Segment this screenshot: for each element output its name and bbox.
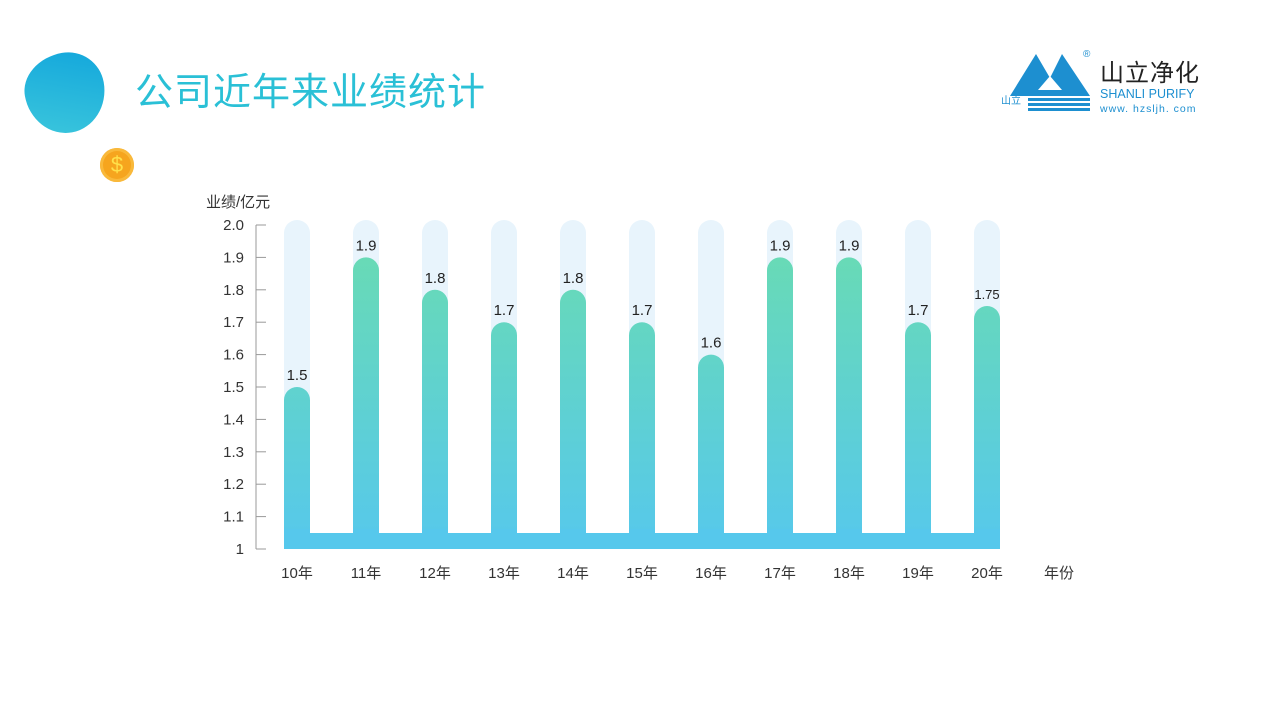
bar-base <box>353 529 379 549</box>
y-tick-label: 2.0 <box>223 217 244 234</box>
data-label: 1.9 <box>839 237 860 254</box>
data-label: 1.7 <box>494 302 515 319</box>
bar <box>905 322 931 549</box>
logo-mountain-icon <box>1010 54 1090 111</box>
bar-base <box>974 529 1000 549</box>
x-tick-label: 15年 <box>626 565 658 582</box>
y-tick-label: 1.3 <box>223 444 244 461</box>
bar-base <box>836 529 862 549</box>
bar-base <box>767 529 793 549</box>
data-label: 1.9 <box>770 237 791 254</box>
bar-base <box>698 529 724 549</box>
y-tick-label: 1.1 <box>223 509 244 526</box>
logo-url: www. hzsljh. com <box>1100 103 1197 115</box>
x-axis-label: 年份 <box>1044 565 1074 582</box>
y-tick-label: 1 <box>236 541 244 558</box>
bar <box>836 257 862 549</box>
bar <box>491 322 517 549</box>
x-tick-label: 12年 <box>419 565 451 582</box>
data-label: 1.8 <box>425 270 446 287</box>
data-label: 1.9 <box>356 237 377 254</box>
logo-cn: 山立净化 <box>1100 59 1200 87</box>
data-label: 1.8 <box>563 270 584 287</box>
y-tick-label: 1.7 <box>223 314 244 331</box>
logo-small-text: 山立 <box>1001 96 1021 107</box>
data-label: 1.6 <box>701 335 722 352</box>
data-label: 1.75 <box>974 287 999 302</box>
x-tick-label: 10年 <box>281 565 313 582</box>
x-tick-label: 20年 <box>971 565 1003 582</box>
bar <box>353 257 379 549</box>
bar <box>974 306 1000 549</box>
bar-base <box>629 529 655 549</box>
company-logo: ® 山立 山立净化 SHANLI PURIFY www. hzsljh. com <box>998 48 1218 120</box>
x-tick-label: 13年 <box>488 565 520 582</box>
page-title: 公司近年来业绩统计 <box>135 70 487 114</box>
bar <box>629 322 655 549</box>
x-tick-label: 18年 <box>833 565 865 582</box>
data-label: 1.7 <box>908 302 929 319</box>
x-tick-label: 19年 <box>902 565 934 582</box>
data-label: 1.7 <box>632 302 653 319</box>
x-tick-label: 11年 <box>351 565 382 582</box>
logo-en: SHANLI PURIFY <box>1100 87 1195 101</box>
x-tick-label: 16年 <box>695 565 727 582</box>
bar <box>422 289 448 549</box>
bar-base <box>491 529 517 549</box>
bar <box>767 257 793 549</box>
bar <box>284 387 310 549</box>
y-tick-label: 1.8 <box>223 282 244 299</box>
y-tick-label: 1.4 <box>223 411 244 428</box>
y-tick-label: 1.2 <box>223 476 244 493</box>
y-tick-label: 1.9 <box>223 249 244 266</box>
bar <box>560 289 586 549</box>
bar-base <box>284 529 310 549</box>
data-label: 1.5 <box>287 367 308 384</box>
logo-registered: ® <box>1083 49 1091 60</box>
bar-base <box>560 529 586 549</box>
y-tick-label: 1.5 <box>223 379 244 396</box>
dollar-coin-icon: $ <box>100 148 134 182</box>
y-tick-label: 1.6 <box>223 347 244 364</box>
bar-base <box>422 529 448 549</box>
bar-base <box>905 529 931 549</box>
bar <box>698 354 724 549</box>
y-axis-label: 业绩/亿元 <box>206 194 270 211</box>
x-tick-label: 14年 <box>557 565 589 582</box>
x-tick-label: 17年 <box>764 565 796 582</box>
